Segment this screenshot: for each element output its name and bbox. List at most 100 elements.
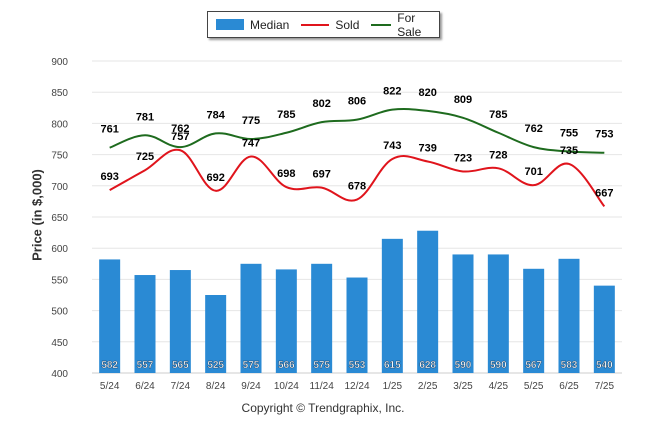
median-bar-label: 582 — [101, 360, 118, 371]
x-tick-label: 4/25 — [489, 381, 509, 392]
legend-swatch-for-sale — [371, 23, 392, 26]
x-tick-label: 7/25 — [595, 381, 615, 392]
median-bar — [240, 263, 262, 373]
y-tick-label: 700 — [51, 182, 68, 193]
median-bar — [593, 285, 615, 373]
sold-value-label: 739 — [418, 142, 436, 154]
y-tick-label: 750 — [51, 151, 68, 162]
median-bar — [346, 277, 368, 373]
y-tick-label: 400 — [51, 369, 68, 380]
median-bar-label: 525 — [207, 360, 224, 371]
sold-value-label: 697 — [312, 169, 330, 181]
x-tick-label: 8/24 — [206, 381, 226, 392]
x-tick-label: 5/25 — [524, 381, 544, 392]
y-tick-label: 650 — [51, 213, 68, 224]
median-bar-label: 615 — [384, 360, 401, 371]
sold-value-label: 692 — [206, 172, 224, 184]
sold-value-label: 757 — [171, 131, 189, 143]
x-tick-label: 2/25 — [418, 381, 438, 392]
sold-value-label: 728 — [489, 149, 507, 161]
y-tick-label: 850 — [51, 88, 68, 99]
median-bar — [169, 270, 191, 373]
median-bar-label: 567 — [525, 360, 542, 371]
sold-value-label: 735 — [560, 145, 578, 157]
median-bar — [311, 263, 333, 373]
copyright-footer: Copyright © Trendgraphix, Inc. — [241, 401, 405, 415]
y-tick-label: 900 — [51, 57, 68, 68]
median-bar — [558, 258, 580, 373]
median-bar-label: 590 — [455, 360, 472, 371]
median-bar-label: 565 — [172, 360, 189, 371]
median-bar-label: 628 — [419, 360, 436, 371]
chart-legend: Median Sold For Sale — [207, 11, 440, 39]
sold-value-label: 678 — [348, 181, 366, 193]
median-bar-label: 557 — [137, 360, 154, 371]
legend-item-for-sale[interactable]: For Sale — [371, 11, 429, 39]
median-bar-label: 566 — [278, 360, 295, 371]
median-bar — [134, 275, 156, 373]
y-axis-label: Price (in $,000) — [29, 169, 45, 261]
for-sale-value-label: 785 — [277, 109, 295, 121]
for-sale-value-label: 755 — [560, 127, 578, 139]
for-sale-value-label: 762 — [171, 123, 189, 135]
median-bar — [381, 238, 403, 373]
for-sale-value-label: 802 — [312, 98, 330, 110]
y-tick-label: 550 — [51, 275, 68, 286]
x-tick-label: 9/24 — [241, 381, 261, 392]
y-tick-label: 800 — [51, 119, 68, 130]
sold-value-label: 693 — [100, 171, 118, 183]
for-sale-line — [109, 107, 605, 154]
y-tick-label: 500 — [51, 307, 68, 318]
legend-label-median: Median — [250, 17, 290, 32]
sold-value-label: 667 — [595, 187, 613, 199]
sold-value-label: 725 — [136, 151, 154, 163]
x-tick-label: 10/24 — [274, 381, 299, 392]
x-tick-label: 11/24 — [310, 381, 335, 392]
for-sale-value-label: 784 — [206, 109, 225, 121]
y-tick-label: 450 — [51, 338, 68, 349]
sold-line — [109, 148, 606, 208]
legend-label-for-sale: For Sale — [397, 10, 422, 39]
y-tick-label: 600 — [51, 244, 68, 255]
median-bar-label: 575 — [243, 360, 260, 371]
for-sale-value-label: 753 — [595, 129, 613, 141]
legend-swatch-sold — [301, 23, 330, 26]
for-sale-value-label: 762 — [524, 123, 542, 135]
legend-swatch-median — [216, 19, 244, 30]
median-bar — [99, 259, 121, 373]
for-sale-value-label: 820 — [418, 87, 436, 99]
median-bar — [205, 295, 227, 373]
sold-value-label: 747 — [242, 137, 260, 149]
x-tick-label: 1/25 — [383, 381, 403, 392]
for-sale-value-label: 761 — [100, 124, 118, 136]
sold-value-label: 723 — [454, 152, 472, 164]
x-tick-label: 5/24 — [100, 381, 120, 392]
x-tick-label: 7/24 — [171, 381, 191, 392]
median-bar — [452, 254, 474, 373]
x-tick-label: 12/24 — [344, 381, 369, 392]
median-bar-label: 553 — [349, 360, 366, 371]
sold-value-label: 743 — [383, 140, 401, 152]
legend-label-sold: Sold — [335, 17, 360, 32]
sold-value-label: 701 — [524, 166, 542, 178]
x-tick-label: 6/25 — [559, 381, 579, 392]
for-sale-value-label: 806 — [348, 96, 366, 108]
x-tick-label: 6/24 — [135, 381, 155, 392]
median-bar-label: 590 — [490, 360, 507, 371]
legend-item-median[interactable]: Median — [216, 18, 289, 32]
median-bar-label: 575 — [313, 360, 330, 371]
median-bar — [487, 254, 509, 373]
legend-item-sold[interactable]: Sold — [301, 18, 359, 32]
median-bar — [275, 269, 297, 373]
x-tick-label: 3/25 — [453, 381, 473, 392]
for-sale-value-label: 775 — [242, 115, 260, 127]
sold-value-label: 698 — [277, 168, 295, 180]
for-sale-value-label: 785 — [489, 109, 507, 121]
median-bar-label: 540 — [596, 360, 613, 371]
median-bar-label: 583 — [561, 360, 578, 371]
for-sale-value-label: 822 — [383, 86, 401, 98]
median-bar — [523, 268, 545, 373]
median-bar — [417, 230, 439, 373]
for-sale-value-label: 781 — [136, 111, 154, 123]
